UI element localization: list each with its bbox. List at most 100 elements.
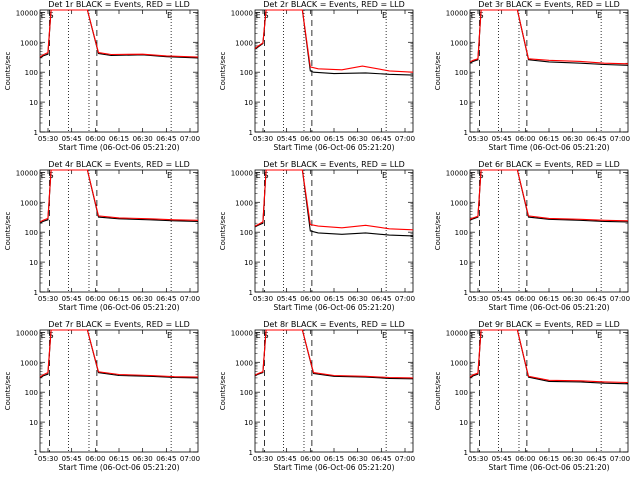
plot-title: Det 7r BLACK = Events, RED = LLD — [48, 320, 190, 329]
plot-frame — [254, 169, 414, 293]
x-tick-label: 05:45 — [62, 135, 82, 143]
x-tick-label: 05:30 — [253, 295, 273, 303]
x-tick-label: 06:15 — [539, 455, 559, 463]
y-axis-label: Counts/sec — [434, 212, 442, 251]
event-mark: E — [167, 11, 172, 20]
x-axis-label: Start Time (06-Oct-06 05:21:20) — [488, 303, 609, 312]
x-tick-label: 06:30 — [348, 455, 368, 463]
x-tick-label: 06:30 — [133, 455, 153, 463]
plot-panel-7: Det 7r BLACK = Events, RED = LLD 1 10 100 10… — [4, 320, 200, 472]
x-tick-label: 06:45 — [371, 135, 391, 143]
x-tick-label: 05:30 — [468, 295, 488, 303]
x-tick-label: 06:30 — [348, 135, 368, 143]
x-tick-label: 06:00 — [300, 455, 320, 463]
y-tick-label: 10 — [459, 99, 468, 107]
x-tick-label: 07:00 — [180, 295, 200, 303]
y-tick-label: 1 — [249, 129, 253, 137]
x-tick-label: 06:30 — [348, 295, 368, 303]
plot-panel-8: Det 8r BLACK = Events, RED = LLD 1 10 100 10… — [219, 320, 415, 472]
x-tick-label: 06:45 — [156, 295, 176, 303]
y-axis-label: Counts/sec — [219, 372, 227, 411]
y-tick-label: 1000 — [20, 39, 38, 47]
x-tick-label: 06:30 — [563, 295, 583, 303]
y-tick-label: 1 — [249, 449, 253, 457]
x-axis-label: Start Time (06-Oct-06 05:21:20) — [58, 463, 179, 472]
plot-frame — [254, 329, 414, 453]
lld-series-line — [39, 9, 199, 58]
y-tick-label: 100 — [240, 69, 253, 77]
y-tick-label: 10 — [459, 419, 468, 427]
x-axis-label: Start Time (06-Oct-06 05:21:20) — [273, 143, 394, 152]
y-axis-label: Counts/sec — [434, 372, 442, 411]
events-series-line — [469, 329, 629, 385]
y-tick-label: 10 — [244, 259, 253, 267]
x-tick-label: 07:00 — [180, 135, 200, 143]
y-tick-label: 1 — [34, 449, 38, 457]
x-tick-label: 06:45 — [156, 135, 176, 143]
x-axis-label: Start Time (06-Oct-06 05:21:20) — [273, 303, 394, 312]
x-tick-label: 06:00 — [85, 295, 105, 303]
event-mark: E — [382, 171, 387, 180]
x-tick-label: 06:00 — [85, 455, 105, 463]
x-tick-label: 06:00 — [300, 135, 320, 143]
x-axis-label: Start Time (06-Oct-06 05:21:20) — [58, 303, 179, 312]
x-tick-label: 07:00 — [395, 135, 415, 143]
y-tick-label: 100 — [455, 229, 468, 237]
plot-frame — [469, 9, 629, 133]
y-tick-label: 10 — [459, 259, 468, 267]
y-tick-label: 10 — [29, 419, 38, 427]
y-tick-label: 1000 — [235, 199, 253, 207]
plot-panel-9: Det 9r BLACK = Events, RED = LLD 1 10 100 10… — [434, 320, 630, 472]
plot-title: Det 6r BLACK = Events, RED = LLD — [478, 160, 620, 169]
x-tick-label: 06:00 — [85, 135, 105, 143]
x-tick-label: 05:45 — [277, 455, 297, 463]
event-mark: E — [41, 331, 46, 340]
events-series-line — [39, 9, 199, 59]
event-mark: E — [471, 171, 476, 180]
y-tick-label: 10000 — [16, 329, 38, 337]
events-series-line — [254, 9, 414, 76]
y-axis-label: Counts/sec — [434, 52, 442, 91]
lld-series-line — [469, 169, 629, 222]
x-tick-label: 06:45 — [586, 455, 606, 463]
x-tick-label: 06:15 — [324, 455, 344, 463]
events-series-line — [39, 169, 199, 224]
event-mark: E — [256, 11, 261, 20]
x-axis-label: Start Time (06-Oct-06 05:21:20) — [273, 463, 394, 472]
y-tick-label: 10 — [29, 99, 38, 107]
x-tick-label: 06:15 — [109, 295, 129, 303]
plot-frame — [39, 329, 199, 453]
x-tick-label: 06:00 — [300, 295, 320, 303]
y-tick-label: 10000 — [446, 329, 468, 337]
x-tick-label: 06:15 — [539, 295, 559, 303]
x-tick-label: 05:30 — [253, 455, 273, 463]
lld-series-line — [469, 9, 629, 65]
event-mark: E — [471, 11, 476, 20]
x-tick-label: 06:00 — [515, 135, 535, 143]
event-mark: E — [597, 331, 602, 340]
plot-panel-4: Det 4r BLACK = Events, RED = LLD 1 10 100 10… — [4, 160, 200, 312]
event-mark: E — [256, 331, 261, 340]
x-tick-label: 06:15 — [539, 135, 559, 143]
plot-panel-5: Det 5r BLACK = Events, RED = LLD 1 10 100 10… — [219, 160, 415, 312]
y-tick-label: 1000 — [450, 359, 468, 367]
event-mark: E — [471, 331, 476, 340]
x-tick-label: 05:30 — [38, 135, 58, 143]
x-tick-label: 06:15 — [109, 455, 129, 463]
y-tick-label: 100 — [455, 389, 468, 397]
x-tick-label: 05:30 — [38, 295, 58, 303]
plot-title: Det 2r BLACK = Events, RED = LLD — [263, 0, 405, 9]
plot-title: Det 9r BLACK = Events, RED = LLD — [478, 320, 620, 329]
x-tick-label: 06:45 — [586, 135, 606, 143]
y-tick-label: 1000 — [235, 39, 253, 47]
event-mark: E — [167, 331, 172, 340]
event-mark: E — [41, 11, 46, 20]
plot-frame — [469, 329, 629, 453]
x-tick-label: 06:45 — [156, 455, 176, 463]
event-mark: E — [382, 331, 387, 340]
x-tick-label: 06:15 — [324, 135, 344, 143]
x-tick-label: 06:15 — [109, 135, 129, 143]
y-tick-label: 10000 — [231, 329, 253, 337]
x-tick-label: 06:45 — [371, 295, 391, 303]
